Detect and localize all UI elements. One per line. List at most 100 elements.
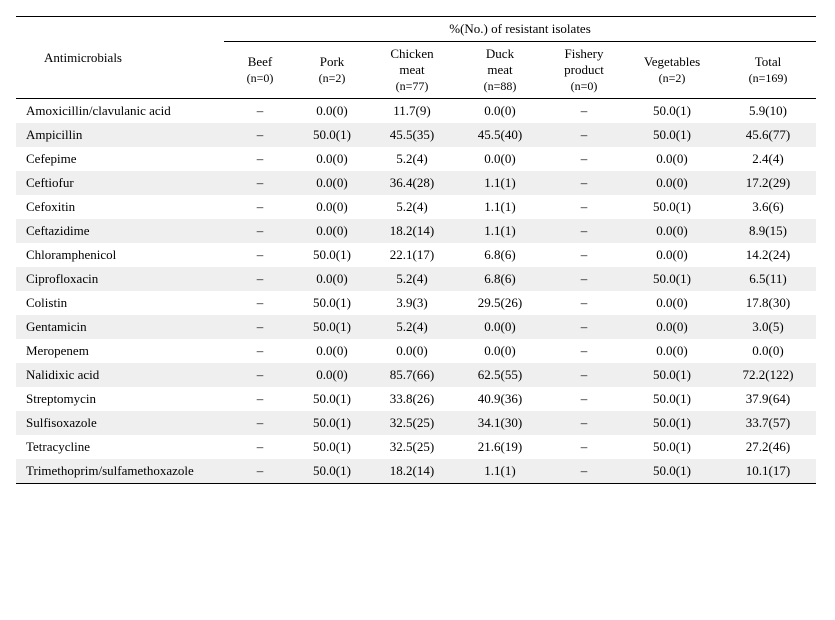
cell: – — [224, 315, 296, 339]
row-label: Ceftiofur — [16, 171, 224, 195]
cell: 0.0(0) — [296, 339, 368, 363]
cell: 0.0(0) — [624, 315, 720, 339]
col-header-4: Fisheryproduct(n=0) — [544, 42, 624, 99]
col-header-2: Chickenmeat(n=77) — [368, 42, 456, 99]
cell: 33.8(26) — [368, 387, 456, 411]
cell: – — [224, 411, 296, 435]
row-label: Sulfisoxazole — [16, 411, 224, 435]
cell: 0.0(0) — [624, 339, 720, 363]
cell: 5.2(4) — [368, 267, 456, 291]
cell: – — [544, 147, 624, 171]
table-row: Colistin–50.0(1)3.9(3)29.5(26)–0.0(0)17.… — [16, 291, 816, 315]
cell: 1.1(1) — [456, 219, 544, 243]
table-row: Trimethoprim/sulfamethoxazole–50.0(1)18.… — [16, 459, 816, 484]
cell: 50.0(1) — [296, 291, 368, 315]
table-row: Gentamicin–50.0(1)5.2(4)0.0(0)–0.0(0)3.0… — [16, 315, 816, 339]
cell: 0.0(0) — [456, 99, 544, 124]
row-label: Streptomycin — [16, 387, 224, 411]
cell: 50.0(1) — [296, 315, 368, 339]
table-row: Meropenem–0.0(0)0.0(0)0.0(0)–0.0(0)0.0(0… — [16, 339, 816, 363]
cell: 0.0(0) — [456, 339, 544, 363]
cell: 6.5(11) — [720, 267, 816, 291]
cell: 50.0(1) — [624, 99, 720, 124]
cell: 5.9(10) — [720, 99, 816, 124]
cell: 3.6(6) — [720, 195, 816, 219]
table-row: Streptomycin–50.0(1)33.8(26)40.9(36)–50.… — [16, 387, 816, 411]
cell: 0.0(0) — [296, 171, 368, 195]
cell: 5.2(4) — [368, 195, 456, 219]
cell: 50.0(1) — [624, 411, 720, 435]
cell: 18.2(14) — [368, 459, 456, 484]
cell: 22.1(17) — [368, 243, 456, 267]
cell: – — [224, 267, 296, 291]
cell: 6.8(6) — [456, 267, 544, 291]
cell: 8.9(15) — [720, 219, 816, 243]
cell: 50.0(1) — [624, 123, 720, 147]
col-header-0: Beef(n=0) — [224, 42, 296, 99]
row-label: Colistin — [16, 291, 224, 315]
cell: 32.5(25) — [368, 435, 456, 459]
cell: – — [544, 243, 624, 267]
row-label: Meropenem — [16, 339, 224, 363]
cell: – — [544, 123, 624, 147]
cell: 2.4(4) — [720, 147, 816, 171]
cell: 21.6(19) — [456, 435, 544, 459]
cell: 29.5(26) — [456, 291, 544, 315]
cell: – — [544, 435, 624, 459]
cell: – — [224, 339, 296, 363]
cell: 32.5(25) — [368, 411, 456, 435]
table-header: Antimicrobials %(No.) of resistant isola… — [16, 17, 816, 99]
cell: 50.0(1) — [296, 435, 368, 459]
cell: – — [224, 171, 296, 195]
cell: 0.0(0) — [456, 147, 544, 171]
cell: 0.0(0) — [456, 315, 544, 339]
cell: 11.7(9) — [368, 99, 456, 124]
cell: – — [224, 435, 296, 459]
cell: – — [224, 99, 296, 124]
cell: 0.0(0) — [296, 195, 368, 219]
cell: 33.7(57) — [720, 411, 816, 435]
table-row: Ceftazidime–0.0(0)18.2(14)1.1(1)–0.0(0)8… — [16, 219, 816, 243]
cell: 37.9(64) — [720, 387, 816, 411]
cell: 17.8(30) — [720, 291, 816, 315]
cell: – — [544, 195, 624, 219]
table-row: Tetracycline–50.0(1)32.5(25)21.6(19)–50.… — [16, 435, 816, 459]
col-header-3: Duckmeat(n=88) — [456, 42, 544, 99]
cell: – — [224, 387, 296, 411]
col-header-antimicrobials: Antimicrobials — [16, 17, 224, 99]
cell: 40.9(36) — [456, 387, 544, 411]
table-row: Ceftiofur–0.0(0)36.4(28)1.1(1)–0.0(0)17.… — [16, 171, 816, 195]
cell: 0.0(0) — [296, 219, 368, 243]
cell: 6.8(6) — [456, 243, 544, 267]
cell: 1.1(1) — [456, 459, 544, 484]
cell: 50.0(1) — [624, 195, 720, 219]
cell: 0.0(0) — [624, 147, 720, 171]
cell: 50.0(1) — [624, 459, 720, 484]
col-header-1: Pork(n=2) — [296, 42, 368, 99]
cell: 3.9(3) — [368, 291, 456, 315]
cell: 0.0(0) — [624, 291, 720, 315]
resistance-table: Antimicrobials %(No.) of resistant isola… — [16, 16, 816, 484]
cell: 50.0(1) — [624, 363, 720, 387]
cell: – — [224, 459, 296, 484]
cell: – — [544, 363, 624, 387]
cell: 50.0(1) — [624, 267, 720, 291]
cell: 50.0(1) — [296, 123, 368, 147]
cell: 50.0(1) — [624, 387, 720, 411]
cell: 0.0(0) — [296, 147, 368, 171]
cell: 45.5(40) — [456, 123, 544, 147]
cell: – — [224, 195, 296, 219]
cell: 0.0(0) — [624, 219, 720, 243]
row-label: Ceftazidime — [16, 219, 224, 243]
cell: – — [544, 267, 624, 291]
row-label: Cefepime — [16, 147, 224, 171]
table-row: Sulfisoxazole–50.0(1)32.5(25)34.1(30)–50… — [16, 411, 816, 435]
cell: 0.0(0) — [368, 339, 456, 363]
table-row: Cefoxitin–0.0(0)5.2(4)1.1(1)–50.0(1)3.6(… — [16, 195, 816, 219]
cell: 0.0(0) — [624, 243, 720, 267]
cell: – — [544, 339, 624, 363]
cell: – — [544, 219, 624, 243]
cell: – — [544, 387, 624, 411]
cell: – — [544, 291, 624, 315]
cell: 1.1(1) — [456, 195, 544, 219]
